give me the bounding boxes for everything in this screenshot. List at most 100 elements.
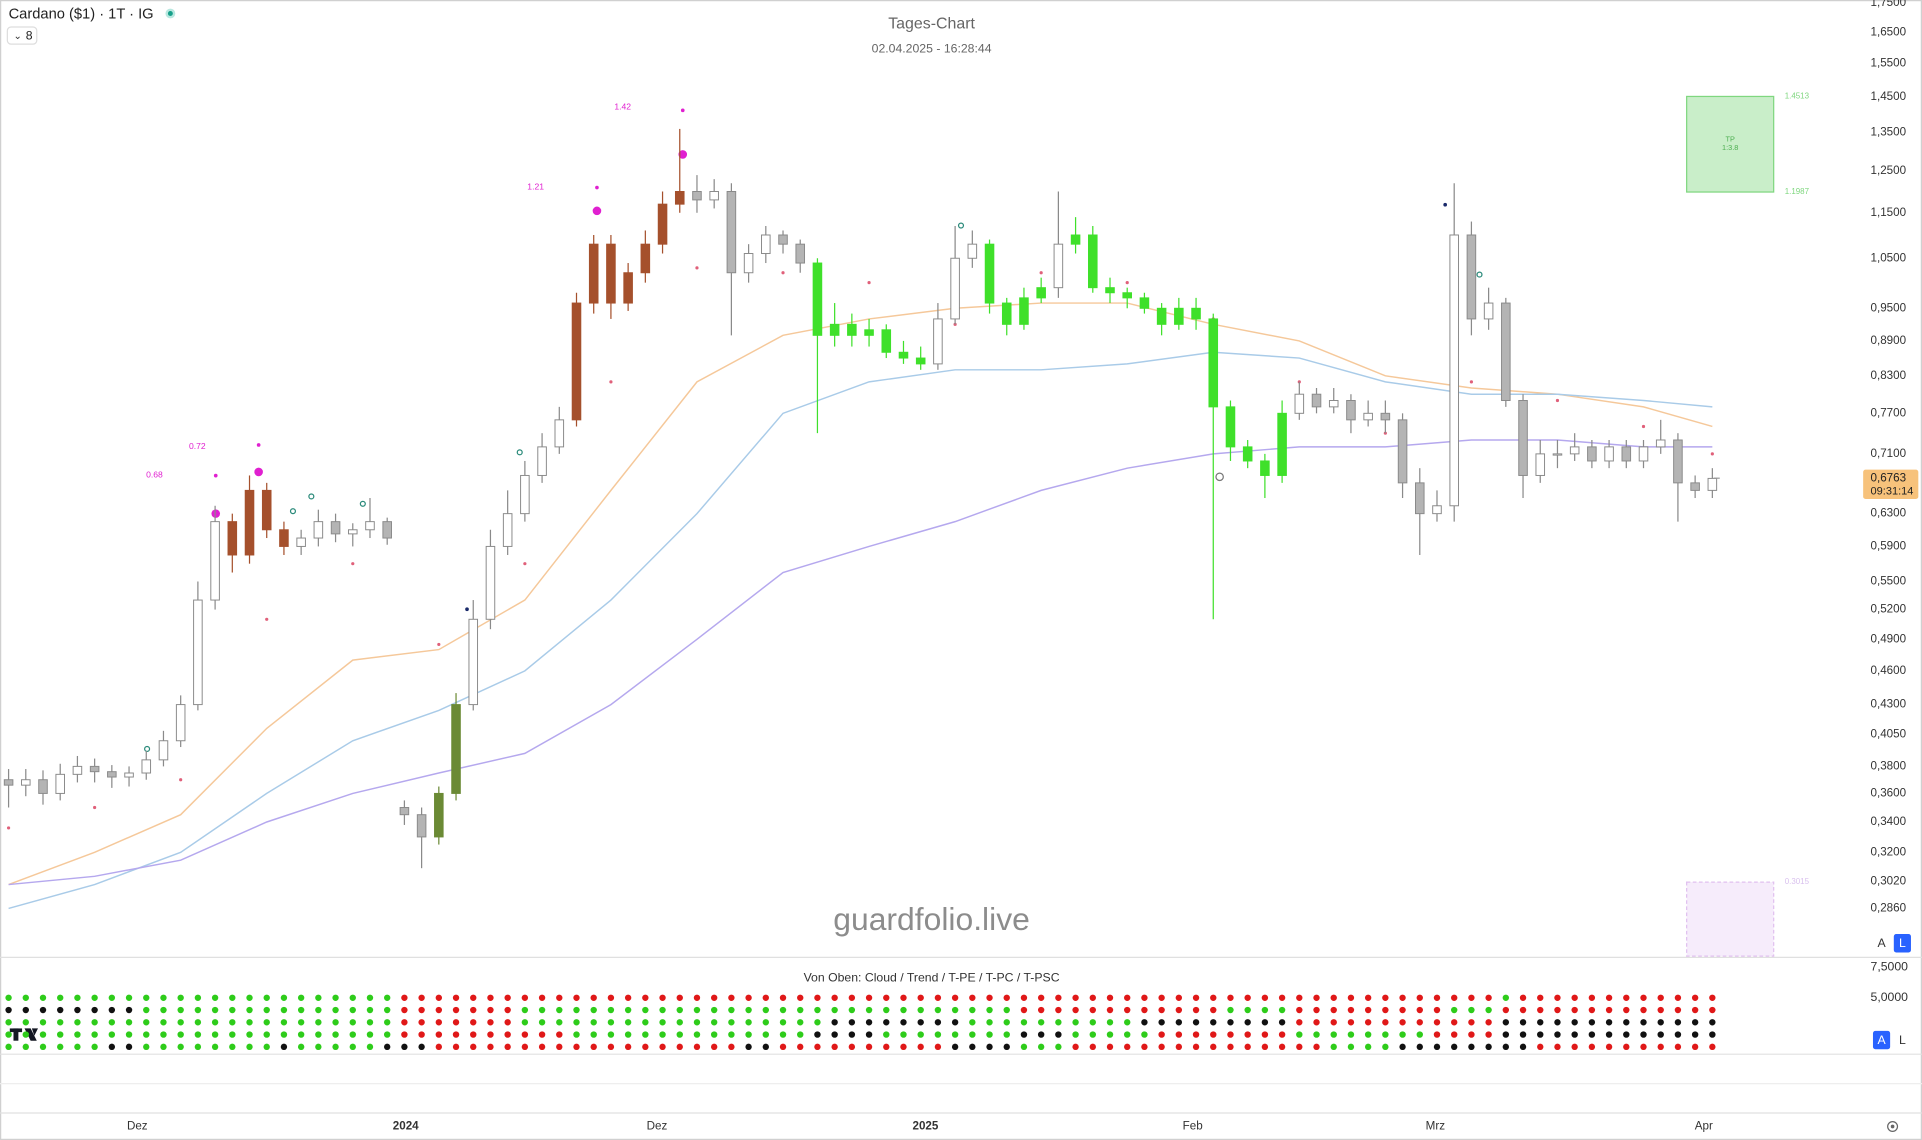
indicator-dot bbox=[125, 1006, 133, 1014]
indicator-dot bbox=[1124, 1043, 1131, 1051]
scale-button-bg[interactable] bbox=[1893, 934, 1911, 953]
indicator-dot bbox=[969, 994, 976, 1001]
candle-body bbox=[915, 357, 926, 365]
indicator-dot bbox=[1657, 994, 1664, 1001]
y-tick-label: 1,3500 bbox=[1871, 126, 1907, 139]
indicator-dot bbox=[1623, 1019, 1630, 1026]
indicator-dot bbox=[1554, 1019, 1561, 1026]
candle-body bbox=[261, 489, 272, 531]
candle-body bbox=[588, 243, 599, 304]
indicator-dot bbox=[762, 1031, 769, 1038]
candle-body bbox=[1432, 505, 1442, 515]
indicator-dot bbox=[797, 1031, 804, 1038]
scale-button-bg[interactable] bbox=[1872, 1030, 1891, 1050]
candle-body bbox=[1707, 477, 1718, 491]
indicator-dot bbox=[865, 1031, 873, 1038]
signal-ring bbox=[289, 508, 297, 515]
indicator-dot bbox=[332, 1031, 339, 1038]
indicator-dot bbox=[1055, 1006, 1062, 1014]
signal-dot bbox=[213, 473, 218, 478]
signal-dot bbox=[256, 443, 261, 447]
candle-body bbox=[21, 779, 31, 786]
indicator-dot bbox=[865, 994, 873, 1001]
indicator-dot bbox=[108, 994, 116, 1001]
indicator-dot bbox=[1296, 1043, 1303, 1051]
trail-dot bbox=[93, 805, 97, 810]
indicator-dot bbox=[1072, 1031, 1079, 1038]
indicator-dot bbox=[384, 994, 391, 1001]
indicator-dot bbox=[1674, 1006, 1682, 1014]
scale-button[interactable]: L bbox=[1899, 1033, 1906, 1047]
indicator-dot bbox=[797, 1043, 804, 1051]
candle-body bbox=[537, 446, 547, 476]
indicator-dot bbox=[883, 1019, 890, 1026]
indicator-dot bbox=[848, 1019, 856, 1026]
indicator-dot bbox=[762, 994, 769, 1001]
indicator-dot bbox=[1468, 1006, 1475, 1014]
indicator-dot bbox=[22, 1031, 29, 1038]
signal-ring bbox=[1476, 271, 1483, 278]
scale-button[interactable]: A bbox=[1877, 936, 1886, 950]
chart-title: Tages-Chart bbox=[888, 16, 975, 33]
y-tick-label: 0,2860 bbox=[1871, 902, 1907, 915]
indicator-dot bbox=[315, 994, 322, 1001]
candle-body bbox=[38, 779, 48, 794]
signal-ring bbox=[144, 745, 151, 753]
candle-body bbox=[950, 257, 960, 320]
settings-icon[interactable] bbox=[1887, 1120, 1899, 1133]
scale-button[interactable]: A bbox=[1877, 1033, 1886, 1047]
indicator-dot bbox=[1382, 994, 1389, 1001]
indicator-dot bbox=[263, 994, 270, 1001]
indicator-dot bbox=[1261, 1043, 1269, 1051]
indicator-dot bbox=[22, 1043, 29, 1051]
indicator-dot bbox=[590, 1031, 597, 1038]
indicator-dot bbox=[676, 1043, 683, 1051]
indicator-dot bbox=[160, 1019, 167, 1026]
indicator-dot bbox=[211, 1019, 219, 1026]
indicator-dot bbox=[762, 1019, 769, 1026]
candle-body bbox=[107, 771, 117, 778]
candle-body bbox=[1225, 406, 1236, 448]
annotation: 0.68 bbox=[146, 470, 163, 480]
indicator-dot bbox=[470, 1019, 477, 1026]
indicator-dot bbox=[143, 994, 150, 1001]
y-tick-label: 0,8900 bbox=[1871, 334, 1907, 347]
indicator-dot bbox=[1451, 1019, 1458, 1026]
scale-button[interactable]: L bbox=[1899, 936, 1906, 950]
indicator-dot bbox=[177, 1031, 184, 1038]
indicator-dot bbox=[1502, 1043, 1510, 1051]
signal-dot bbox=[680, 108, 685, 113]
indicator-dot bbox=[384, 1019, 391, 1026]
collapse-button[interactable] bbox=[6, 26, 38, 45]
indicator-dot bbox=[297, 1019, 305, 1026]
y-tick-label: 0,7700 bbox=[1871, 406, 1907, 419]
indicator-dot bbox=[263, 1043, 270, 1051]
signal-ring bbox=[359, 500, 366, 507]
indicator-axis-label: 7,5000 bbox=[1871, 959, 1909, 973]
candle-body bbox=[382, 521, 392, 539]
indicator-dot bbox=[1433, 1006, 1441, 1014]
tv-logo bbox=[9, 1028, 38, 1041]
indicator-dot bbox=[1192, 1006, 1200, 1014]
candle-body bbox=[72, 765, 83, 775]
indicator-dot bbox=[1037, 1031, 1045, 1038]
signal-dot bbox=[1443, 202, 1448, 207]
signal-dot bbox=[254, 467, 263, 477]
signal-ring bbox=[1215, 472, 1224, 482]
indicator-dot bbox=[573, 1006, 580, 1014]
indicator-dot bbox=[883, 994, 890, 1001]
candle-body bbox=[1673, 439, 1683, 484]
trail-dot bbox=[1125, 281, 1129, 285]
indicator-dot bbox=[1364, 994, 1372, 1001]
indicator-dot bbox=[917, 994, 924, 1001]
candle-body bbox=[244, 489, 255, 556]
candle-body bbox=[502, 513, 513, 547]
indicator-dot bbox=[607, 1043, 615, 1051]
indicator-dot bbox=[1623, 1006, 1630, 1014]
indicator-dot bbox=[693, 1006, 701, 1014]
indicator-dot bbox=[1313, 1019, 1320, 1026]
y-tick-label: 0,3400 bbox=[1871, 815, 1907, 828]
annotation: 1.21 bbox=[527, 182, 544, 192]
indicator-dot bbox=[74, 1043, 81, 1051]
indicator-dot bbox=[1296, 1019, 1303, 1026]
